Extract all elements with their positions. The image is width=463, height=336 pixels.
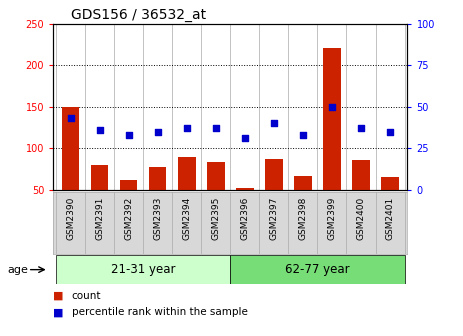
Point bbox=[386, 129, 394, 134]
Bar bbox=[236, 188, 254, 232]
Bar bbox=[294, 176, 312, 232]
Point bbox=[328, 104, 336, 110]
Text: GSM2391: GSM2391 bbox=[95, 197, 104, 240]
Text: GSM2399: GSM2399 bbox=[327, 197, 337, 240]
Point bbox=[299, 132, 307, 138]
Point bbox=[183, 126, 190, 131]
Bar bbox=[62, 107, 79, 232]
Text: ■: ■ bbox=[53, 291, 64, 301]
Text: 21-31 year: 21-31 year bbox=[111, 263, 175, 276]
Text: GSM2393: GSM2393 bbox=[153, 197, 162, 240]
Point bbox=[96, 127, 103, 133]
Text: percentile rank within the sample: percentile rank within the sample bbox=[72, 307, 248, 318]
Text: GSM2397: GSM2397 bbox=[269, 197, 278, 240]
Text: GSM2394: GSM2394 bbox=[182, 197, 191, 240]
Bar bbox=[149, 167, 167, 232]
Bar bbox=[91, 165, 108, 232]
Text: GSM2401: GSM2401 bbox=[386, 197, 394, 240]
Bar bbox=[56, 255, 231, 284]
Text: GSM2390: GSM2390 bbox=[66, 197, 75, 240]
Bar bbox=[231, 255, 405, 284]
Point bbox=[241, 136, 249, 141]
Text: ■: ■ bbox=[53, 307, 64, 318]
Text: GSM2395: GSM2395 bbox=[211, 197, 220, 240]
Point bbox=[67, 116, 75, 121]
Bar bbox=[382, 177, 399, 232]
Point bbox=[125, 132, 132, 138]
Text: GSM2398: GSM2398 bbox=[299, 197, 307, 240]
Bar bbox=[323, 48, 341, 232]
Point bbox=[154, 129, 162, 134]
Text: 62-77 year: 62-77 year bbox=[285, 263, 350, 276]
Bar bbox=[207, 162, 225, 232]
Text: count: count bbox=[72, 291, 101, 301]
Bar bbox=[265, 159, 282, 232]
Point bbox=[270, 121, 278, 126]
Text: GSM2396: GSM2396 bbox=[240, 197, 250, 240]
Point bbox=[212, 126, 219, 131]
Text: GDS156 / 36532_at: GDS156 / 36532_at bbox=[71, 8, 206, 23]
Bar bbox=[120, 180, 138, 232]
Bar bbox=[352, 160, 369, 232]
Point bbox=[357, 126, 365, 131]
Text: GSM2392: GSM2392 bbox=[124, 197, 133, 240]
Text: age: age bbox=[7, 265, 28, 275]
Bar bbox=[178, 157, 195, 232]
Text: GSM2400: GSM2400 bbox=[357, 197, 365, 240]
